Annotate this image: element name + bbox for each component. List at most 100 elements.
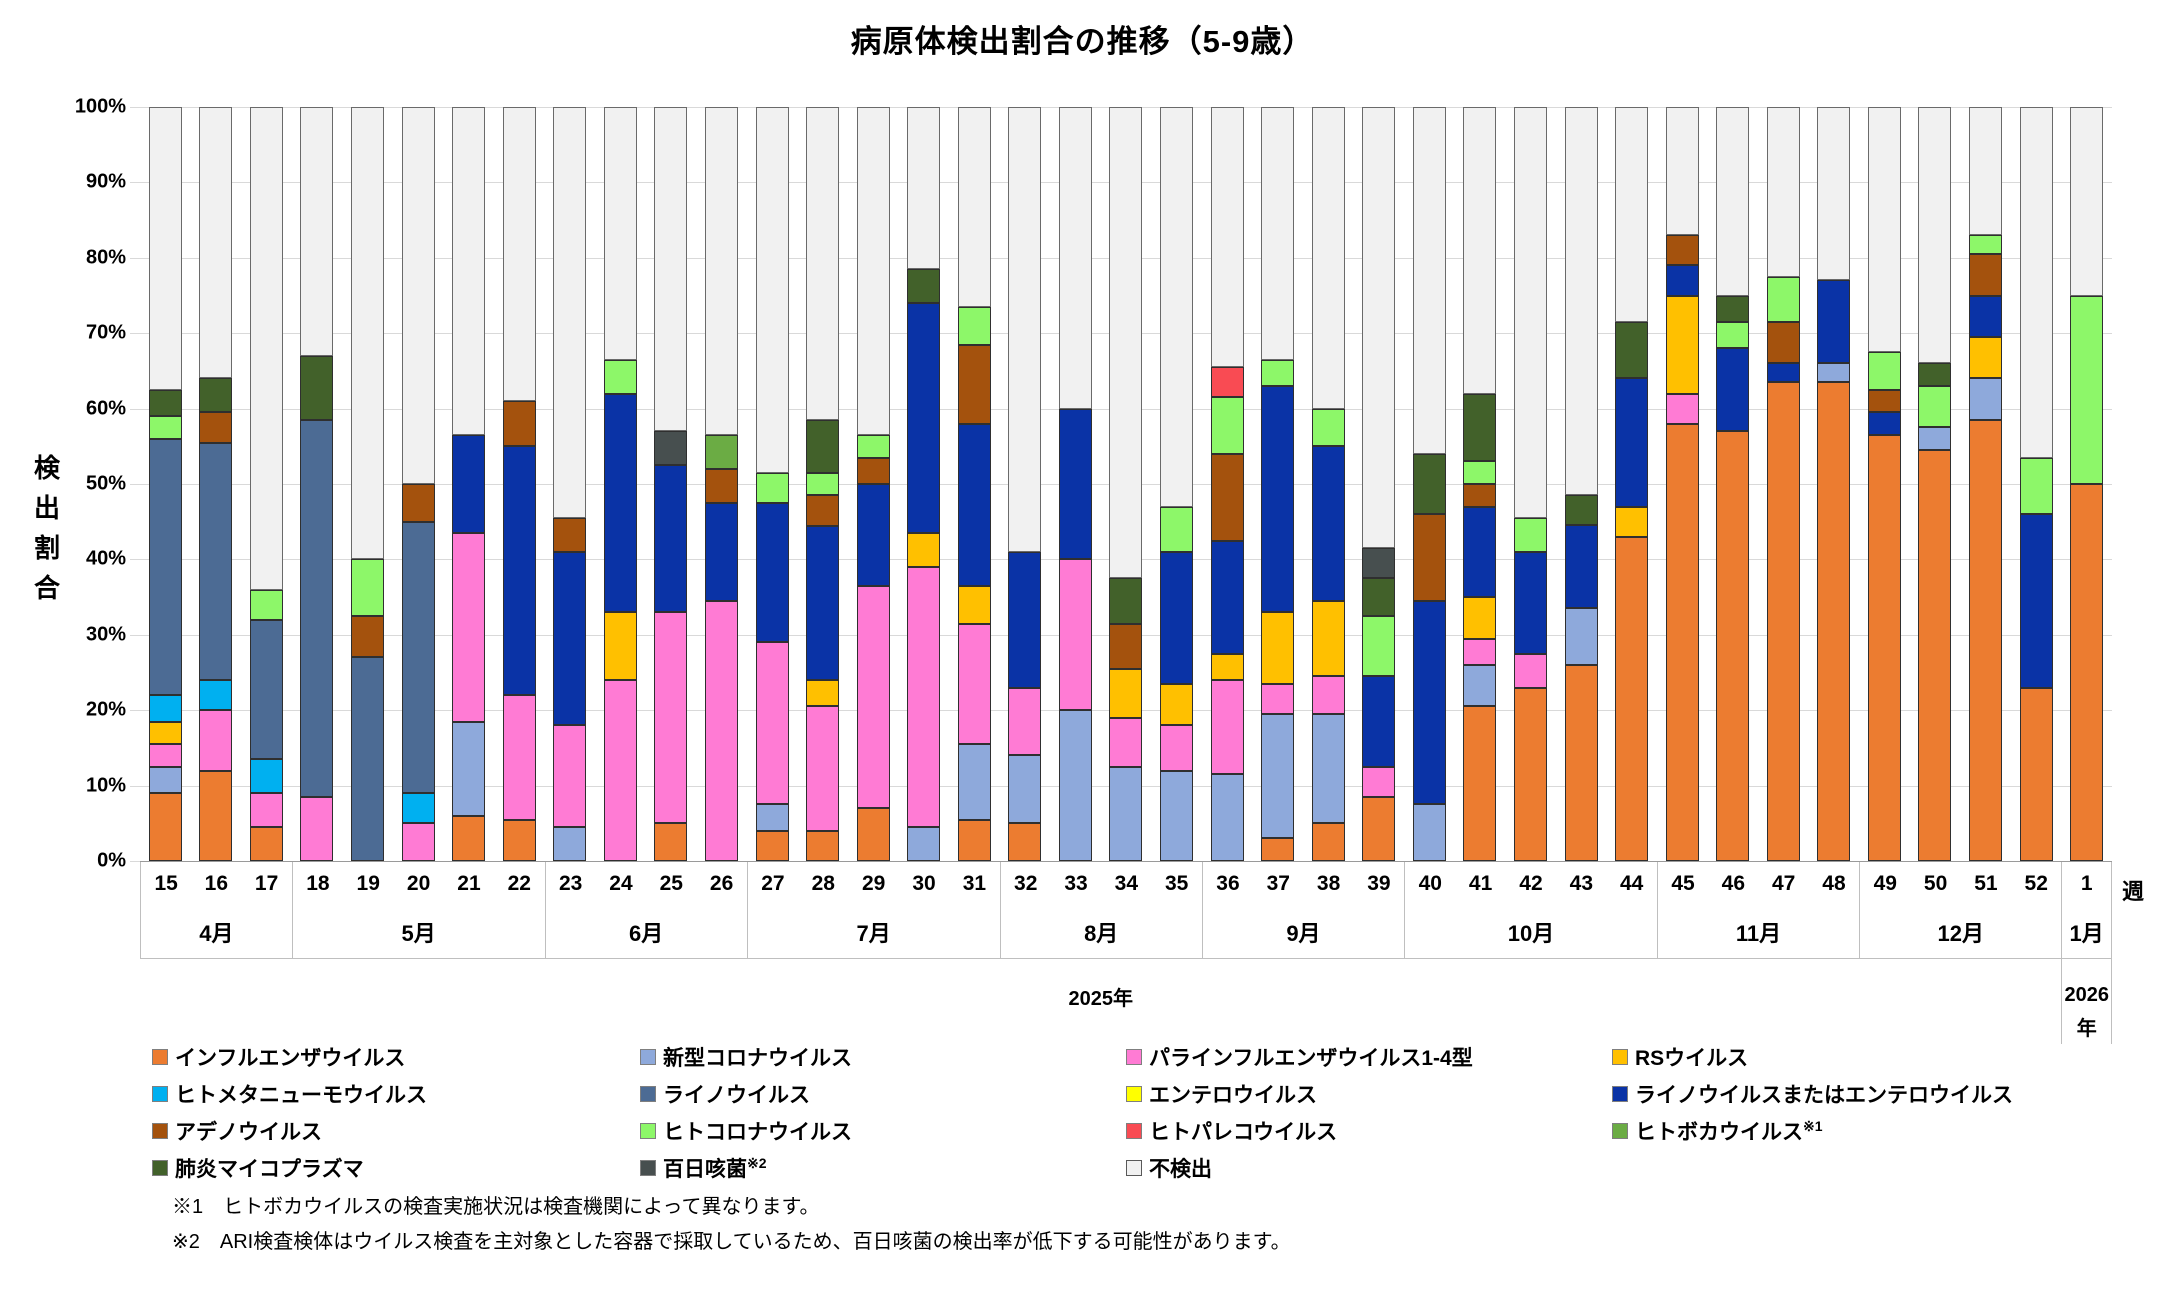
- segment-covid: [1817, 363, 1851, 383]
- segment-metapneumo: [249, 759, 283, 794]
- week-numbers: 1: [2062, 862, 2111, 906]
- legend-swatch-pertussis: [640, 1159, 656, 1176]
- year-2026-number: 2026: [2064, 984, 2109, 1006]
- segment-rhino_entero: [1969, 295, 2003, 337]
- segment-rs: [806, 680, 840, 707]
- legend-swatch-corona: [640, 1122, 656, 1139]
- segment-rhino: [351, 657, 385, 861]
- bar-week-41: [1463, 107, 1497, 861]
- segment-rhino_entero: [1008, 551, 1042, 688]
- y-axis-title-char: 出: [33, 493, 60, 523]
- segment-rhino_entero: [704, 502, 738, 601]
- segment-myco: [1918, 363, 1952, 386]
- footnotes: ※1 ヒトボカウイルスの検査実施状況は検査機関によって異なります。 ※2 ARI検…: [172, 1190, 1291, 1260]
- segment-parainfluenza: [806, 706, 840, 831]
- month-label: 6月: [629, 921, 664, 946]
- segment-adeno: [401, 484, 435, 522]
- segment-covid: [452, 721, 486, 816]
- legend-item-adeno: アデノウイルス: [152, 1112, 640, 1149]
- legend-label: 不検出: [1149, 1157, 1212, 1181]
- segment-rhino_entero: [1463, 506, 1497, 598]
- segment-metapneumo: [199, 680, 233, 711]
- segment-metapneumo: [148, 695, 182, 722]
- segment-not-detected: [1918, 107, 1952, 364]
- bar-week-52: [2019, 107, 2053, 861]
- month-label: 7月: [856, 921, 891, 946]
- segment-not-detected: [1412, 107, 1446, 454]
- bar-slot: [140, 107, 191, 861]
- segment-myco: [1362, 578, 1396, 616]
- legend-swatch-not_detected: [1126, 1159, 1142, 1176]
- month-group-4月: 15 16 17 4月: [140, 862, 292, 958]
- segment-corona: [249, 589, 283, 620]
- segment-influenza: [1564, 664, 1598, 861]
- week-numbers: 32 33 34 35: [1001, 862, 1202, 906]
- week-number: 24: [609, 872, 633, 895]
- week-numbers: 23 24 25 26: [546, 862, 747, 906]
- month-label: 1月: [2069, 921, 2104, 946]
- segment-corona: [806, 472, 840, 496]
- month-label: 12月: [1937, 921, 1984, 946]
- segment-myco: [1109, 578, 1143, 624]
- bar-slot: [1404, 107, 1455, 861]
- bar-slot: [949, 107, 1000, 861]
- legend-item-parainfluenza: パラインフルエンザウイルス1-4型: [1126, 1038, 1612, 1075]
- segment-corona: [1766, 276, 1800, 322]
- bar-week-19: [351, 107, 385, 861]
- bar-week-39: [1362, 107, 1396, 861]
- week-number: 25: [659, 872, 683, 895]
- legend-footnote-ref: ※1: [1803, 1117, 1823, 1134]
- segment-myco: [1412, 453, 1446, 515]
- segment-covid: [148, 766, 182, 794]
- legend-item-rhino: ライノウイルス: [640, 1075, 1126, 1112]
- segment-not-detected: [452, 107, 486, 435]
- segment-corona: [603, 359, 637, 394]
- segment-rhino_entero: [1766, 363, 1800, 383]
- month-group-7月: 27 28 29 30 31 7月: [746, 862, 1000, 958]
- y-axis-title-char: 検: [33, 453, 60, 483]
- week-numbers: 36 37 38 39: [1203, 862, 1404, 906]
- segment-rhino_entero: [654, 465, 688, 613]
- segment-corona: [2019, 457, 2053, 515]
- segment-covid: [1008, 755, 1042, 824]
- segment-not-detected: [199, 107, 233, 379]
- segment-adeno: [553, 517, 587, 552]
- week-number: 33: [1064, 872, 1088, 895]
- y-tick-label: 90%: [85, 170, 126, 193]
- segment-rhino_entero: [1058, 408, 1092, 560]
- segment-myco: [1615, 321, 1649, 379]
- segment-rs: [1109, 668, 1143, 718]
- segment-not-detected: [1817, 107, 1851, 281]
- segment-rhino_entero: [1311, 446, 1345, 601]
- y-tick-label: 20%: [85, 698, 126, 721]
- segment-parainfluenza: [401, 823, 435, 861]
- bar-slot: [393, 107, 444, 861]
- segment-adeno: [199, 412, 233, 443]
- segment-pareco: [1210, 367, 1244, 398]
- segment-parainfluenza: [1109, 717, 1143, 767]
- week-number: 47: [1771, 872, 1796, 895]
- segment-adeno: [1412, 514, 1446, 601]
- segment-corona: [755, 472, 789, 503]
- segment-not-detected: [1766, 107, 1800, 277]
- bar-slot: [1606, 107, 1657, 861]
- segment-not-detected: [704, 107, 738, 436]
- segment-influenza: [1716, 431, 1750, 861]
- segment-covid: [1918, 427, 1952, 451]
- segment-covid: [1969, 378, 2003, 420]
- segment-parainfluenza: [654, 612, 688, 824]
- bar-week-31: [957, 107, 991, 861]
- segment-not-detected: [1716, 107, 1750, 296]
- segment-myco: [1564, 495, 1598, 526]
- x-axis-unit-label: 週: [2122, 879, 2145, 904]
- legend-label: ライノウイルスまたはエンテロウイルス: [1635, 1083, 2013, 1107]
- segment-corona: [856, 435, 890, 458]
- segment-corona: [1261, 359, 1295, 387]
- segment-rhino_entero: [1412, 600, 1446, 805]
- segment-not-detected: [401, 107, 435, 485]
- segment-covid: [755, 804, 789, 831]
- week-number: 16: [204, 872, 229, 895]
- segment-influenza: [957, 819, 991, 861]
- week-number: 50: [1923, 872, 1948, 895]
